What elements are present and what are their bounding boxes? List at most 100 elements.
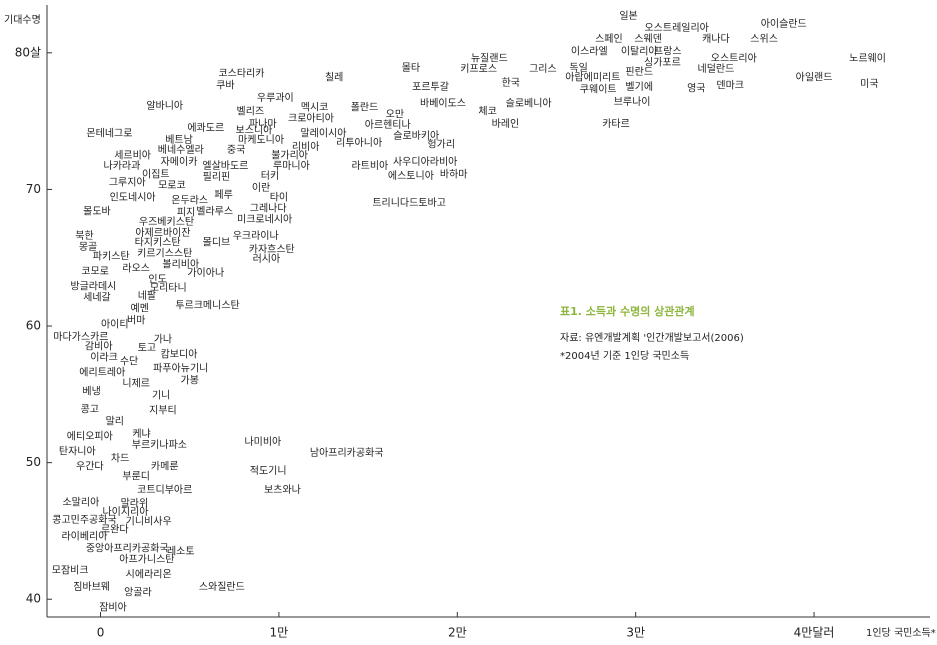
country-label: 몰도바 [83, 205, 111, 217]
country-label: 버마 [127, 315, 145, 327]
country-label: 한국 [502, 77, 520, 89]
country-label: 쿠바 [216, 80, 234, 92]
country-label: 카자흐스탄 [249, 244, 295, 256]
x-tick-label: 2만 [448, 626, 467, 640]
country-label: 미국 [860, 78, 878, 90]
country-label: 마케도니아 [238, 134, 284, 146]
country-label: 가봉 [181, 375, 199, 387]
country-label: 라트비아 [351, 160, 388, 172]
country-label: 케냐 [132, 428, 150, 440]
country-label: 네덜란드 [698, 63, 735, 75]
country-label: 예멘 [131, 302, 149, 314]
country-label: 코스타리카 [218, 67, 264, 79]
country-label: 쿠웨이트 [580, 84, 617, 96]
country-label: 파푸아뉴기니 [153, 362, 208, 374]
country-label: 에콰도르 [187, 122, 224, 134]
country-label: 헝가리 [427, 138, 455, 150]
country-label: 몽골 [79, 241, 97, 253]
country-label: 아이슬란드 [761, 18, 807, 30]
country-label: 체코 [478, 106, 496, 118]
country-label: 인도 [148, 274, 166, 286]
country-label: 탄자니아 [59, 446, 96, 458]
country-label: 프랑스 [654, 45, 682, 57]
country-label: 그레나다 [250, 203, 287, 215]
country-label: 지부티 [149, 405, 177, 417]
country-label: 나카라과 [104, 160, 141, 172]
country-label: 모잠비크 [52, 565, 89, 577]
country-label: 스위스 [750, 32, 778, 45]
country-label: 보츠와나 [264, 484, 301, 496]
country-label: 우크라이나 [233, 230, 279, 242]
country-label: 카타르 [602, 118, 630, 130]
country-label: 남아프리카공화국 [310, 447, 384, 459]
country-label: 아르헨티나 [365, 119, 411, 131]
country-label: 말레이시아 [300, 127, 346, 139]
country-label: 모로코 [158, 180, 186, 191]
country-label: 투르크메니스탄 [175, 300, 239, 312]
country-label: 알바니아 [146, 100, 183, 112]
country-label: 사우디아라비아 [393, 156, 457, 168]
annotation-title: 표1. 소득과 수명의 상관관계 [560, 304, 695, 318]
country-label: 싱가포르 [644, 56, 681, 68]
country-label: 그루지아 [109, 177, 146, 189]
country-label: 엘살바도르 [202, 159, 248, 172]
country-label: 수단 [120, 356, 138, 368]
country-label: 이스라엘 [571, 44, 608, 57]
country-label: 바하마 [440, 167, 468, 180]
country-label: 콩고 [81, 403, 99, 415]
country-label: 아일랜드 [796, 71, 833, 83]
country-label: 기니비사우 [126, 515, 172, 527]
country-label: 이란 [252, 182, 270, 194]
country-label: 중국 [227, 144, 245, 156]
country-label: 오스트레일리아 [644, 22, 708, 34]
country-label: 슬로바키아 [393, 130, 439, 142]
country-label: 이탈리아 [621, 44, 658, 57]
country-label: 스페인 [595, 33, 623, 45]
country-label: 파나마 [249, 118, 277, 130]
country-label: 나미비아 [244, 436, 281, 448]
country-label: 온두라스 [171, 194, 208, 206]
country-label: 포르투갈 [412, 80, 449, 93]
country-label: 부르키나파소 [132, 439, 187, 451]
country-label: 영국 [687, 82, 705, 94]
country-label: 키르기스스탄 [137, 248, 192, 260]
country-label: 니제르 [122, 377, 150, 389]
country-label: 몬테네그로 [86, 127, 132, 139]
country-label: 나이지리아 [102, 506, 148, 518]
y-tick-label: 40 [26, 592, 41, 606]
country-label: 베네수엘라 [158, 143, 204, 156]
country-label: 핀란드 [625, 66, 653, 78]
y-tick-label: 50 [26, 455, 41, 469]
country-label: 중앙아프리카공화국 [86, 543, 169, 555]
country-label: 노르웨이 [849, 52, 886, 64]
country-label: 토고 [138, 343, 156, 354]
annotation-note: *2004년 기준 1인당 국민소득 [560, 350, 689, 362]
country-label: 코모로 [81, 266, 109, 277]
country-label: 덴마크 [716, 80, 744, 92]
country-label: 가나 [154, 334, 172, 346]
country-label: 파키스탄 [93, 250, 130, 262]
country-label: 피지 [177, 207, 195, 219]
country-label: 방글라데시 [70, 280, 116, 292]
country-label: 우간다 [76, 461, 104, 473]
country-label: 터키 [261, 170, 279, 182]
country-label: 감비아 [85, 341, 113, 353]
country-label: 아이티 [101, 319, 129, 331]
country-label: 모리타니 [150, 282, 187, 294]
x-tick-label: 0 [97, 626, 105, 640]
country-label: 러시아 [253, 253, 281, 265]
country-label: 그리스 [529, 63, 557, 75]
country-label: 가이아나 [187, 267, 224, 279]
country-label: 세네갈 [83, 290, 111, 303]
country-label: 코트디부아르 [137, 484, 192, 496]
country-label: 리투아니아 [336, 137, 382, 149]
country-label: 필리핀 [203, 171, 231, 183]
country-label: 키프로스 [460, 63, 497, 75]
country-label: 미크로네시아 [237, 213, 292, 225]
country-label: 아랍에미리트 [565, 70, 620, 83]
country-label: 에티오피아 [67, 431, 113, 443]
country-label: 뉴질랜드 [471, 52, 508, 64]
country-label: 벨기에 [625, 81, 653, 93]
country-label: 베냉 [82, 386, 100, 398]
country-label: 카메룬 [151, 461, 179, 473]
